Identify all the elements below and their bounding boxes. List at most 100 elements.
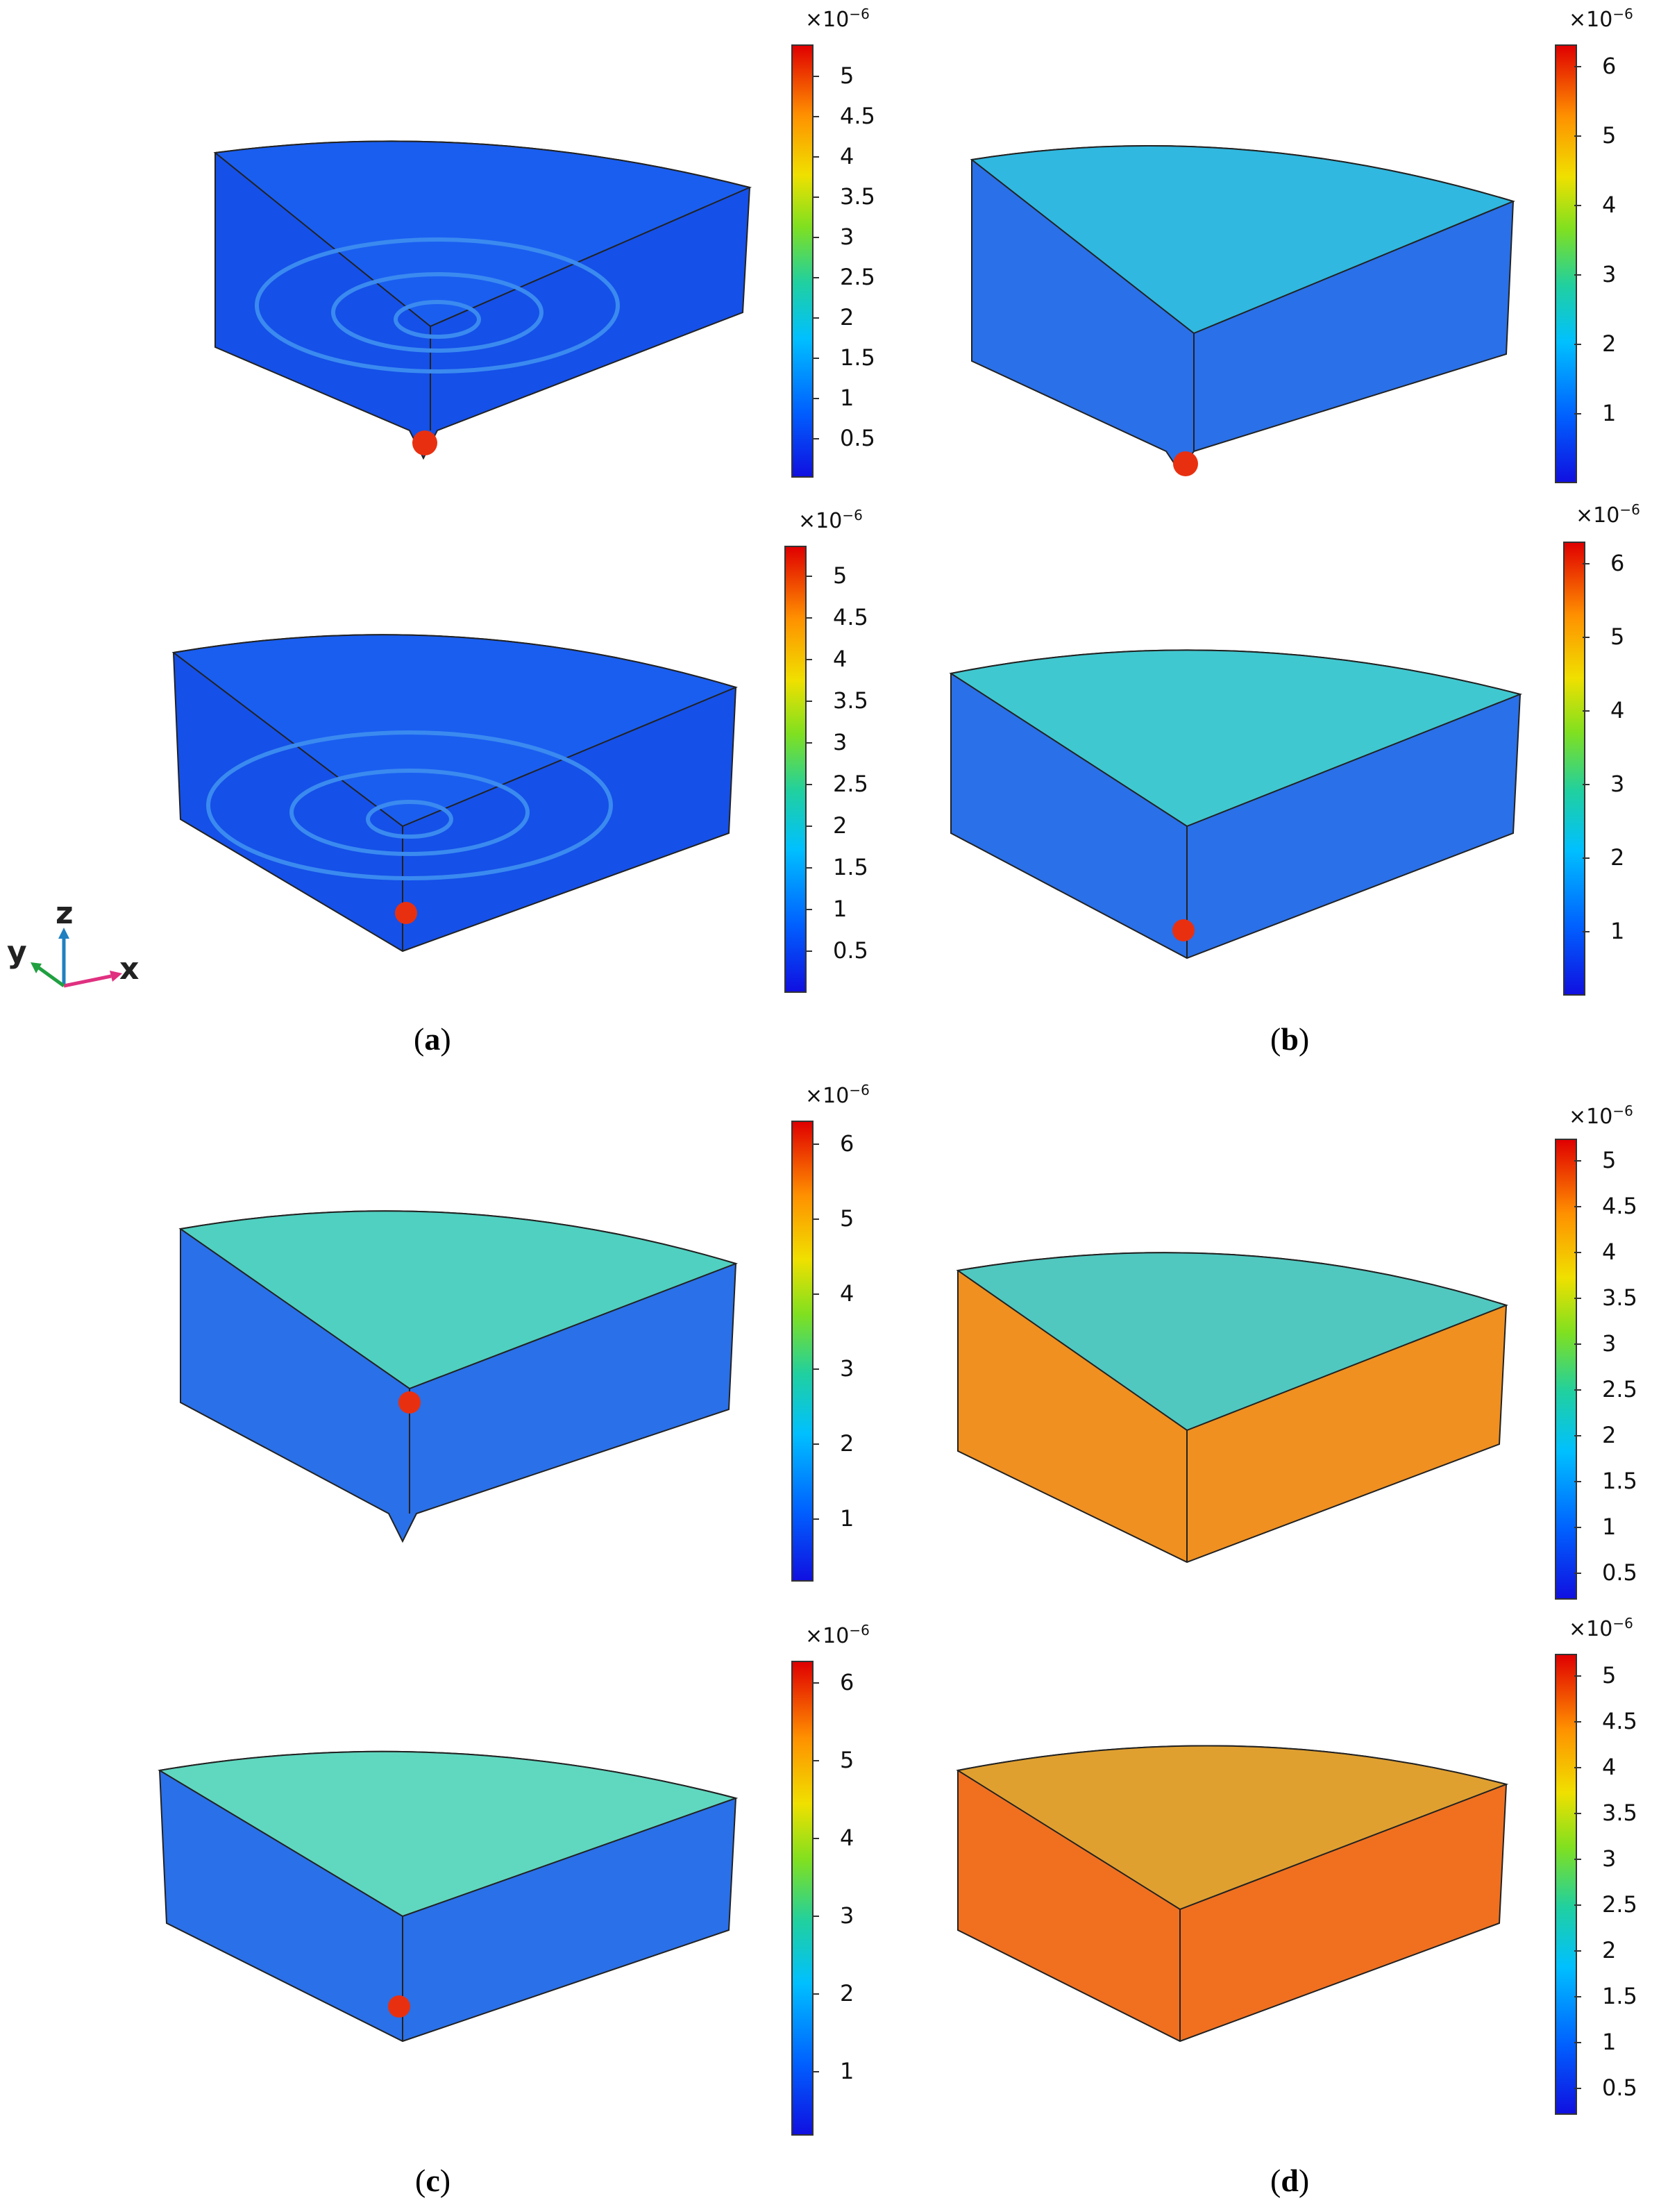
colorbar-tick: 2 [1574, 330, 1617, 357]
colorbar-exponent: ×10 [798, 509, 843, 533]
colorbar-tick: 2.5 [812, 264, 875, 290]
slab-render [956, 1252, 1509, 1564]
slab-render [213, 140, 752, 460]
colorbar-tick: 0.5 [1574, 2075, 1637, 2101]
colorbar-tick: 5 [1582, 623, 1625, 650]
colorbar-tick: 4 [804, 646, 848, 672]
colorbar-tick: 4.5 [812, 103, 875, 129]
colorbar-tick: 4 [1582, 697, 1625, 723]
colorbar-tick: 2 [811, 1430, 854, 1457]
colorbar-gradient [791, 1661, 814, 2136]
z-axis-label: z [56, 896, 74, 931]
x-axis-label: x [119, 951, 140, 987]
colorbar-tick: 2 [1574, 1937, 1617, 1963]
panel-c-bottom [153, 1729, 750, 2048]
colorbar-tick: 4.5 [1574, 1193, 1637, 1219]
colorbar-tick: 6 [811, 1130, 854, 1157]
colorbar-tick: 4 [1574, 192, 1617, 218]
caption-d: (d) [1270, 2163, 1310, 2198]
colorbar-tick: 4 [811, 143, 854, 169]
colorbar-tick: 2.5 [1574, 1891, 1637, 1918]
colorbar-tick: 2 [811, 1980, 854, 2006]
colorbar-tick: 1 [811, 1505, 854, 1532]
colorbar-tick: 4.5 [805, 604, 868, 630]
caption-b: (b) [1270, 1021, 1310, 1057]
colorbar-tick: 1.5 [1574, 1983, 1637, 2009]
colorbar-tick: 3 [811, 1902, 854, 1929]
colorbar-exponent-power: −6 [1612, 6, 1633, 22]
colorbar-tick: 3 [1574, 1845, 1617, 1872]
colorbar-tick: 2 [1574, 1422, 1617, 1448]
slab-render [970, 145, 1515, 476]
panel-c-top [167, 1180, 750, 1555]
colorbar-tick: 4.5 [1574, 1708, 1637, 1734]
colorbar-tick: 0.5 [812, 425, 875, 451]
colorbar-tick: 1 [1582, 918, 1625, 944]
colorbar-exponent-power: −6 [1612, 1615, 1633, 1632]
colorbar-tick: 4 [1574, 1239, 1617, 1265]
colorbar-tick: 3.5 [812, 183, 875, 210]
colorbar-exponent-power: −6 [849, 6, 870, 22]
panel-d-bottom [951, 1722, 1520, 2048]
colorbar-tick: 1.5 [805, 854, 868, 880]
slab-render [178, 1210, 739, 1543]
colorbar-tick: 3.5 [1574, 1284, 1637, 1311]
colorbar-tick: 5 [811, 1747, 854, 1773]
colorbar-gradient [791, 1121, 814, 1582]
colorbar-tick: 3 [1582, 771, 1625, 797]
colorbar-tick: 5 [1574, 122, 1617, 149]
colorbar-gradient [1555, 1654, 1577, 2115]
colorbar-gradient [784, 546, 807, 993]
colorbar-tick: 2.5 [805, 771, 868, 797]
colorbar-tick: 0.5 [805, 937, 868, 964]
y-axis-label: y [7, 935, 27, 970]
slab-render [956, 1745, 1509, 2043]
slab-render [171, 634, 738, 953]
axis-arrows [31, 928, 122, 988]
colorbar-exponent-power: −6 [1612, 1103, 1633, 1119]
colorbar-tick: 1 [804, 896, 848, 922]
colorbar-tick: 1 [1574, 400, 1617, 426]
panel-b-bottom [937, 625, 1534, 972]
colorbar-tick: 5 [811, 62, 854, 89]
colorbar-tick: 3 [1574, 1330, 1617, 1357]
colorbar-exponent-power: −6 [849, 1622, 870, 1639]
colorbar-exponent: ×10 [1569, 8, 1613, 32]
colorbar-gradient [791, 44, 814, 478]
colorbar-tick: 2.5 [1574, 1376, 1637, 1402]
colorbar-tick: 6 [811, 1669, 854, 1695]
colorbar-tick: 4 [811, 1280, 854, 1307]
colorbar-tick: 1.5 [812, 344, 875, 371]
colorbar-tick: 2 [804, 812, 848, 839]
slab-render [158, 1750, 739, 2043]
colorbar-tick: 5 [804, 562, 848, 589]
colorbar-tick: 3.5 [805, 687, 868, 714]
colorbar-tick: 3 [811, 224, 854, 250]
colorbar-tick: 6 [1574, 53, 1617, 79]
panel-a-bottom [167, 604, 750, 965]
colorbar-tick: 3 [1574, 261, 1617, 287]
axis-triad: z y x [0, 896, 153, 1007]
colorbar-gradient [1563, 542, 1585, 996]
colorbar-exponent: ×10 [805, 1624, 850, 1648]
colorbar-tick: 2 [811, 304, 854, 330]
colorbar-exponent: ×10 [1569, 1105, 1613, 1129]
caption-c: (c) [415, 2163, 451, 2198]
colorbar-tick: 3 [811, 1355, 854, 1382]
colorbar-tick: 5 [1574, 1662, 1617, 1689]
colorbar-exponent-power: −6 [842, 507, 863, 523]
colorbar-exponent: ×10 [805, 1084, 850, 1108]
colorbar-tick: 4 [811, 1825, 854, 1851]
colorbar-tick: 3.5 [1574, 1800, 1637, 1826]
panel-a-top [201, 111, 770, 486]
colorbar-tick: 1 [1574, 2029, 1617, 2055]
caption-a: (a) [414, 1021, 451, 1057]
panel-b-top [958, 125, 1527, 486]
slab-render [949, 649, 1523, 960]
colorbar-tick: 2 [1582, 844, 1625, 871]
colorbar-tick: 6 [1582, 550, 1625, 576]
colorbar-tick: 1 [811, 385, 854, 411]
colorbar-exponent-power: −6 [849, 1082, 870, 1098]
colorbar-tick: 1 [1574, 1514, 1617, 1540]
colorbar-tick: 1 [811, 2058, 854, 2084]
